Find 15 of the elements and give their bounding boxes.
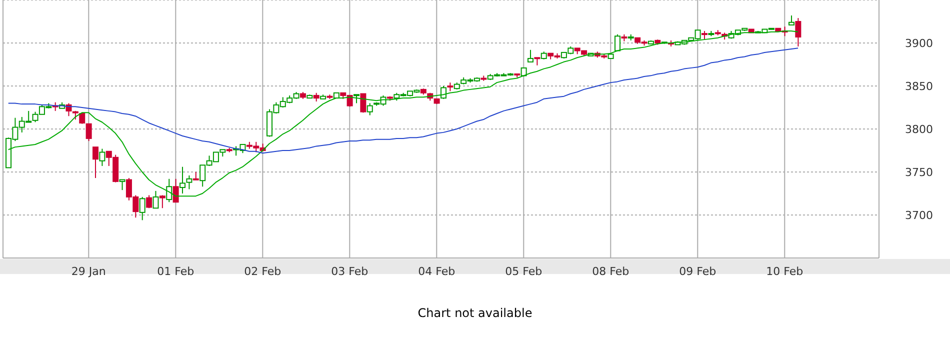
x-tick-label: 01 Feb [157, 264, 194, 278]
x-tick-label: 09 Feb [679, 264, 716, 278]
x-tick-label: 10 Feb [766, 264, 804, 278]
x-tick-label: 05 Feb [505, 264, 542, 278]
y-tick-label: 3900 [905, 36, 933, 50]
x-tick-label: 04 Feb [418, 264, 456, 278]
y-tick-label: 3850 [905, 80, 933, 93]
x-tick-label: 08 Feb [592, 264, 630, 278]
text: Chart not available [416, 306, 534, 320]
x-tick-label: 29 Jan [71, 264, 106, 278]
y-tick-label: 3700 [905, 208, 933, 222]
x-tick-label: 02 Feb [244, 264, 282, 278]
x-tick-label: 03 Feb [331, 264, 368, 278]
y-tick-label: 3800 [905, 122, 933, 136]
y-tick-label: 3750 [905, 166, 933, 179]
